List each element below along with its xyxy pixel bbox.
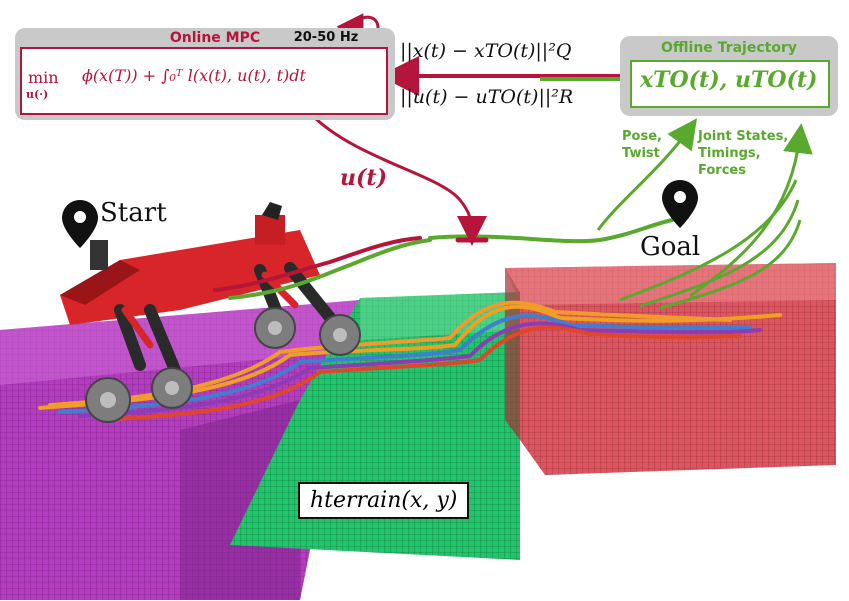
joint-label: Joint States, Timings, Forces xyxy=(698,128,788,179)
robot xyxy=(60,202,361,423)
input-cost-term: ||u(t) − uTO(t)||²R xyxy=(400,86,574,108)
joint-label-line2: Timings, xyxy=(698,146,761,161)
offline-title: Offline Trajectory xyxy=(661,40,797,56)
feedback-arrows xyxy=(596,118,813,310)
trajectory-bundle xyxy=(38,300,782,422)
terrain-label: hterrain(x, y) xyxy=(298,482,470,519)
offline-formula-box xyxy=(630,60,830,108)
pose-label-line2: Twist xyxy=(622,146,660,161)
mpc-min-sub: u(·) xyxy=(26,88,49,101)
mpc-formula: ϕ(x(T)) + ∫₀ᵀ l(x(t), u(t), t)dt xyxy=(82,66,306,85)
start-pin-icon xyxy=(62,200,98,248)
goal-pin-icon xyxy=(662,180,698,228)
joint-label-line1: Joint States, xyxy=(698,129,789,144)
joint-label-line3: Forces xyxy=(698,163,746,178)
mpc-min: min xyxy=(28,68,59,87)
cost-arrow xyxy=(379,56,622,96)
pose-label: Pose, Twist xyxy=(622,128,662,162)
mpc-rate: 20-50 Hz xyxy=(293,30,359,45)
control-output-arrow xyxy=(313,116,487,246)
state-cost-term: ||x(t) − xTO(t)||²Q xyxy=(400,40,572,62)
mpc-title: Online MPC xyxy=(169,30,261,46)
control-label: u(t) xyxy=(340,165,387,191)
pose-label-line1: Pose, xyxy=(622,129,662,144)
mpc-formula-box xyxy=(20,47,388,115)
goal-label: Goal xyxy=(640,232,701,262)
offline-formula: xTO(t), uTO(t) xyxy=(640,67,818,93)
start-label: Start xyxy=(100,198,167,228)
